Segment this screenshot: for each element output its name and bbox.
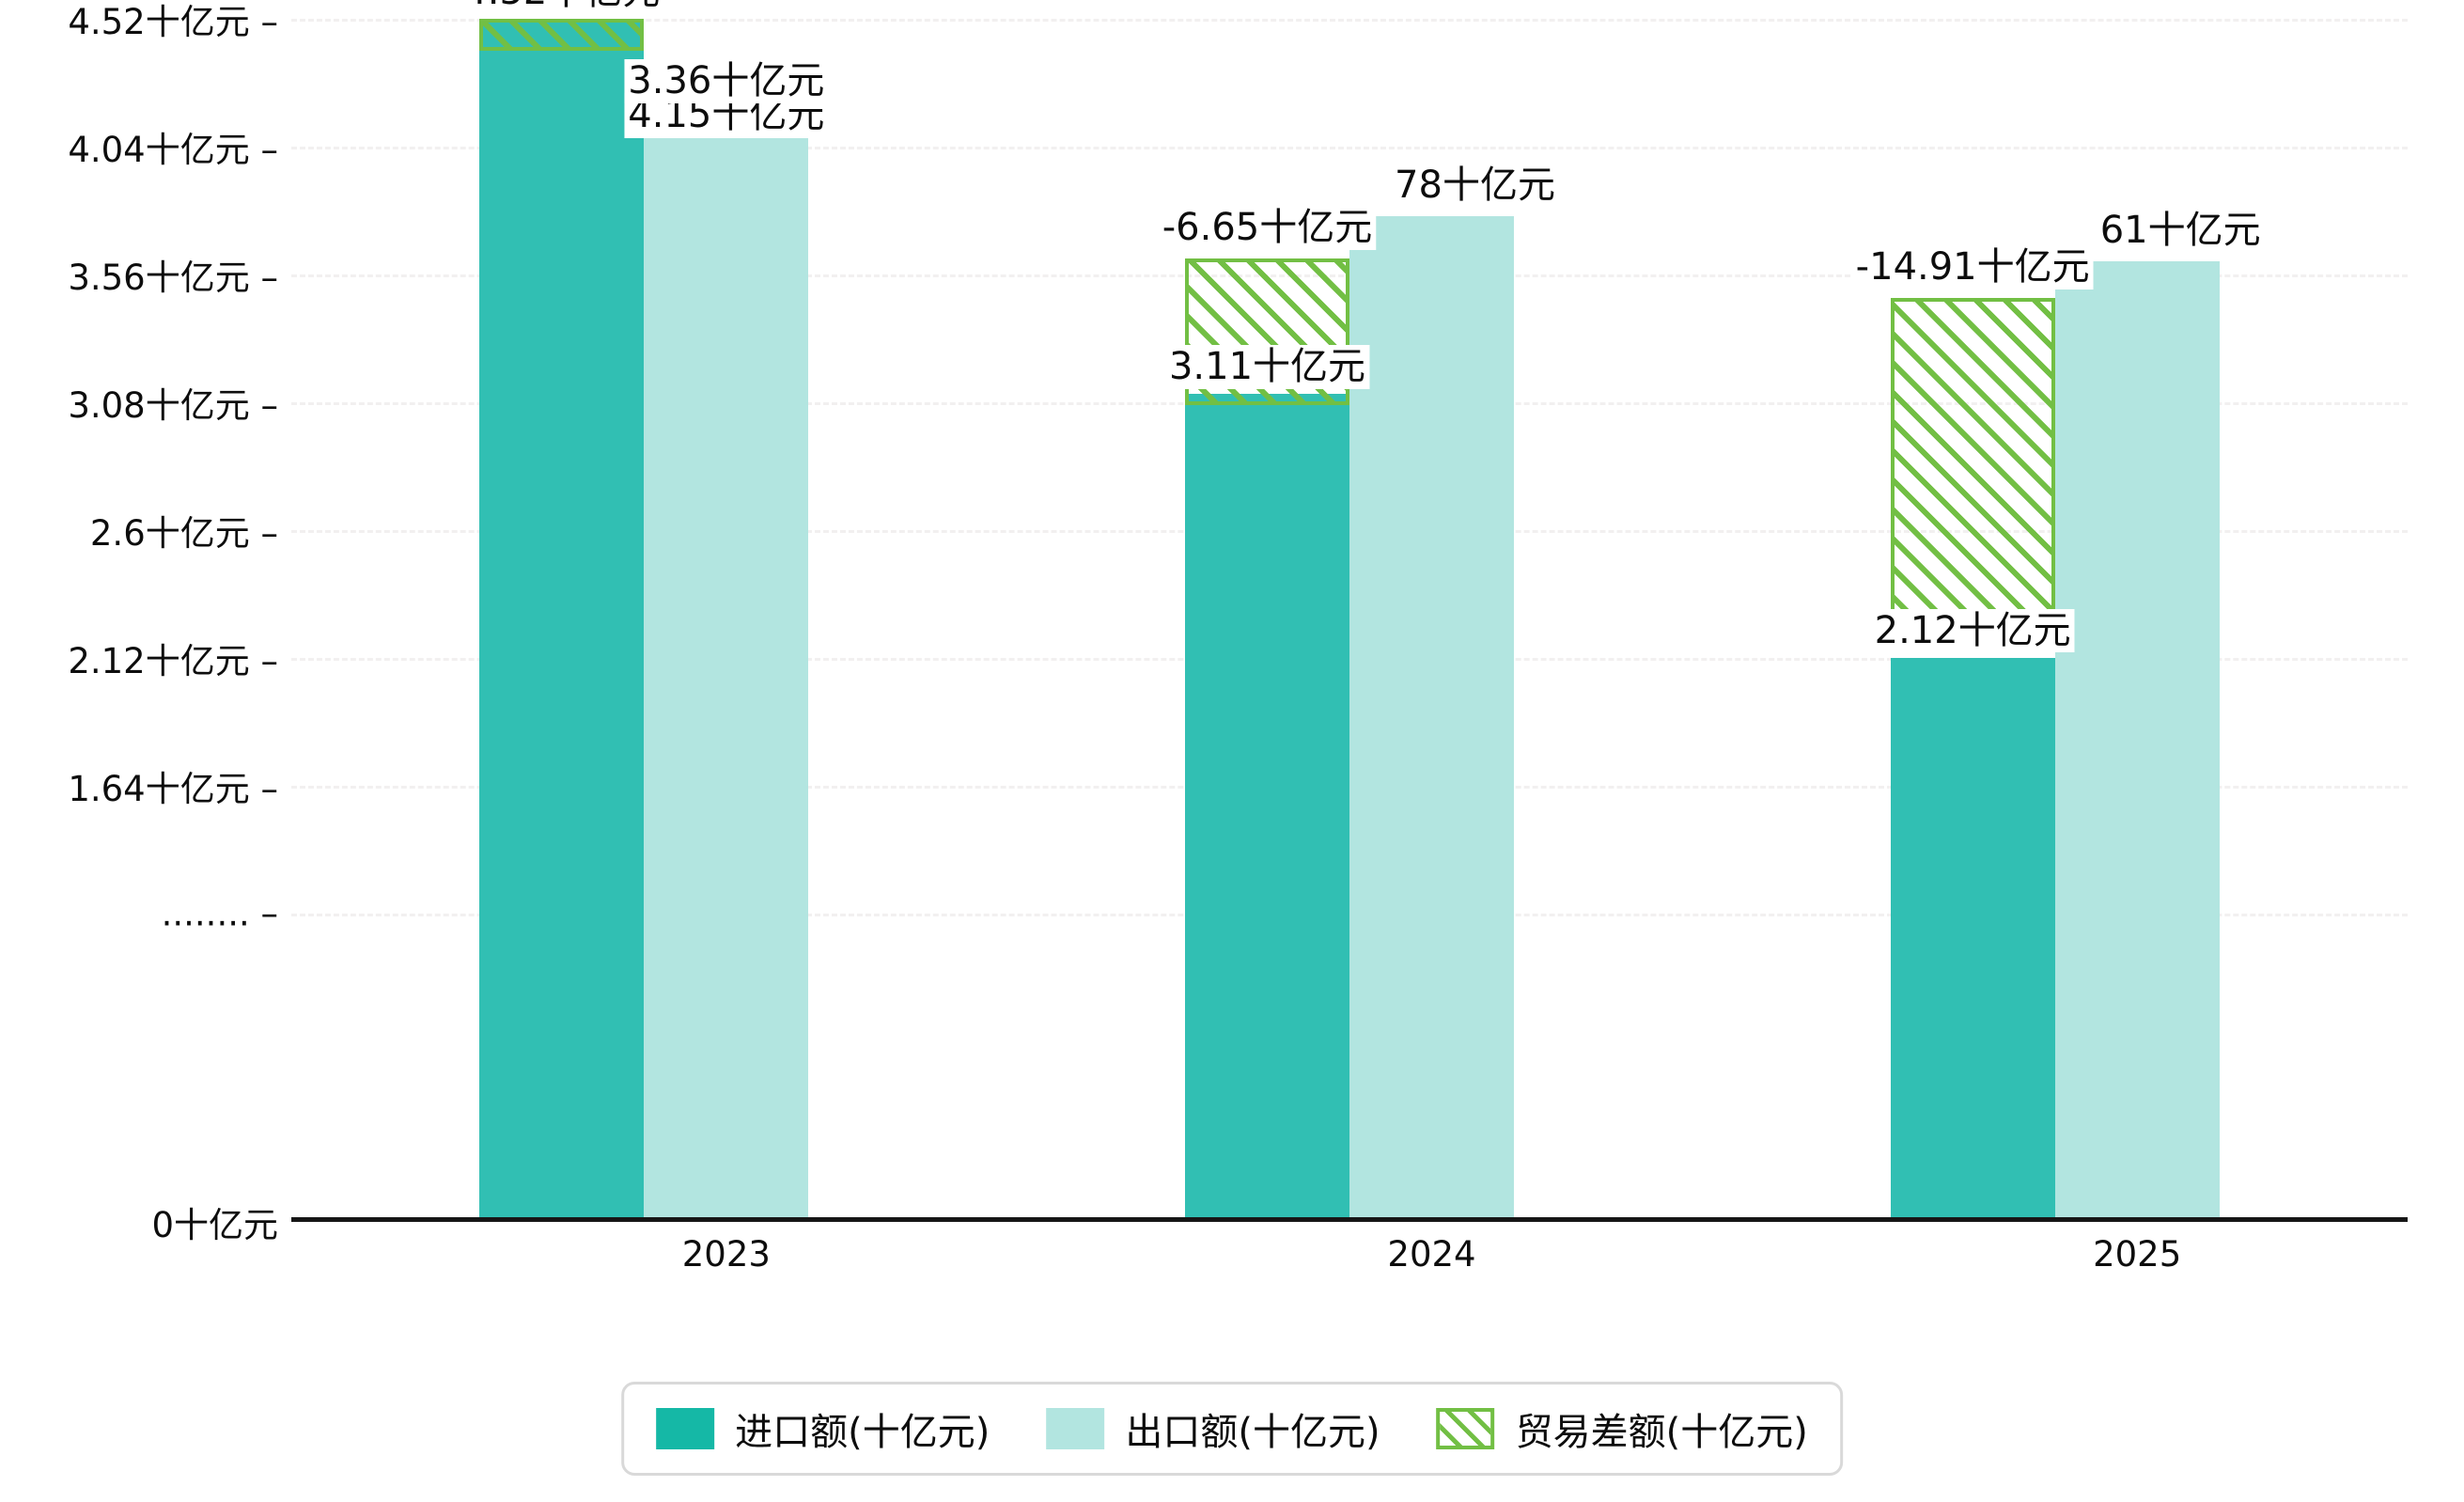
bar-balance-2023 [479, 19, 645, 51]
y-axis-tick-label: 2.12十亿元 – [0, 633, 278, 683]
y-tick-dash: – [249, 257, 278, 298]
x-axis-tick-label-2024: 2024 [1387, 1234, 1476, 1275]
data-label-balance-2024: -6.65十亿元 [1158, 205, 1377, 250]
bar-export-2024 [1349, 215, 1514, 1222]
bar-export-2025 [2054, 260, 2220, 1222]
y-axis-tick-label: 1.64十亿元 – [0, 760, 278, 811]
y-axis-tick-label: ........ – [0, 893, 278, 933]
x-axis-tick-label-2023: 2023 [681, 1234, 771, 1275]
plot-area: 4.52十亿元4.15十亿元3.36十亿元3.11十亿元78十亿元-6.65十亿… [291, 0, 2408, 1222]
y-tick-text: 4.52十亿元 [68, 2, 250, 42]
gridline [291, 19, 2408, 22]
y-tick-dash: – [249, 384, 278, 426]
data-label-export-2024: 78十亿元 [1391, 163, 1559, 208]
legend-label-import: 进口额(十亿元) [735, 1411, 990, 1454]
bar-export-2023 [644, 117, 809, 1222]
y-tick-dash: – [249, 129, 278, 170]
data-label-balance-2025: -14.91十亿元 [1851, 245, 2094, 290]
import-swatch-icon [656, 1408, 715, 1449]
y-tick-dash: – [249, 640, 278, 681]
data-label-import-2024: 3.11十亿元 [1164, 345, 1370, 390]
bar-balance-2025 [1890, 298, 2055, 629]
y-tick-text: 2.12十亿元 [68, 640, 250, 681]
legend-item-balance[interactable]: 贸易差额(十亿元) [1436, 1401, 1808, 1456]
y-tick-text: 2.6十亿元 [89, 512, 250, 554]
chart-legend: 进口额(十亿元) 出口额(十亿元) 贸易差额(十亿元) [621, 1382, 1843, 1476]
y-tick-text: 3.08十亿元 [68, 384, 250, 426]
y-tick-dash: – [249, 893, 278, 933]
y-tick-text: 3.56十亿元 [68, 257, 250, 298]
y-axis-tick-label: 4.52十亿元 – [0, 0, 278, 44]
y-tick-text: 4.04十亿元 [68, 129, 250, 170]
legend-label-balance: 贸易差额(十亿元) [1515, 1411, 1808, 1454]
y-tick-text: ........ [161, 893, 250, 933]
data-label-import-2025: 2.12十亿元 [1870, 608, 2075, 653]
y-tick-dash: – [249, 768, 278, 809]
export-swatch-icon [1046, 1408, 1105, 1449]
legend-item-import[interactable]: 进口额(十亿元) [656, 1401, 990, 1456]
data-label-balance-2023: 3.36十亿元 [624, 58, 829, 103]
y-tick-dash: – [249, 2, 278, 42]
y-tick-text: 0十亿元 [151, 1205, 278, 1245]
y-tick-dash: – [249, 512, 278, 554]
gridline [291, 146, 2408, 149]
x-axis-baseline [291, 1217, 2408, 1222]
legend-item-export[interactable]: 出口额(十亿元) [1046, 1401, 1380, 1456]
y-axis-tick-label: 2.6十亿元 – [0, 505, 278, 555]
legend-label-export: 出口额(十亿元) [1125, 1411, 1380, 1454]
bar-import-2025 [1890, 657, 2055, 1222]
bar-import-2023 [479, 19, 645, 1222]
x-axis-tick-label-2025: 2025 [2093, 1234, 2182, 1275]
y-axis-tick-label: 4.04十亿元 – [0, 121, 278, 172]
y-axis-tick-label: 3.56十亿元 – [0, 249, 278, 300]
y-axis-tick-label: 0十亿元 [0, 1197, 278, 1247]
balance-swatch-icon [1436, 1408, 1495, 1449]
data-label-import-2023: 4.52十亿元 [460, 0, 664, 14]
bar-import-2024 [1185, 394, 1349, 1222]
y-tick-text: 1.64十亿元 [68, 768, 250, 809]
data-label-export-2025: 61十亿元 [2096, 208, 2265, 253]
y-axis-tick-label: 3.08十亿元 – [0, 377, 278, 428]
